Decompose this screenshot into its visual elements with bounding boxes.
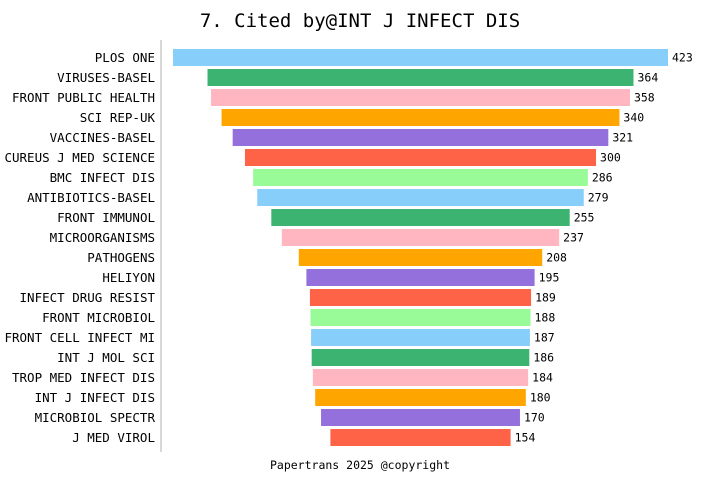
category-label: SCI REP-UK [80,110,156,125]
value-label: 364 [637,71,658,85]
category-label: FRONT CELL INFECT MI [4,330,155,345]
value-label: 180 [530,391,551,405]
value-label: 189 [535,291,556,305]
chart-title: 7. Cited by@INT J INFECT DIS [199,10,521,32]
bar [311,349,530,366]
category-label: FRONT IMMUNOL [57,210,155,225]
category-label: VACCINES-BASEL [50,130,155,145]
value-label: 188 [535,311,556,325]
value-label: 195 [539,271,560,285]
bar [306,269,535,286]
category-label: MICROBIOL SPECTR [35,410,156,425]
category-label: MICROORGANISMS [50,230,155,245]
bar [281,229,560,246]
bar [321,409,520,426]
category-label: TROP MED INFECT DIS [12,370,155,385]
value-label: 423 [672,51,693,65]
value-label: 208 [546,251,567,265]
bar [257,189,584,206]
bar [309,289,532,306]
value-label: 186 [533,351,554,365]
value-label: 184 [532,371,553,385]
bar [244,149,597,166]
value-label: 187 [534,331,555,345]
bar [173,49,668,66]
bar [315,389,526,406]
category-label: PATHOGENS [87,250,155,265]
bar [311,329,530,346]
bar [271,209,570,226]
bar [330,429,511,446]
bar [232,129,609,146]
value-label: 300 [600,151,621,165]
copyright-footer: Papertrans 2025 @copyright [269,458,450,472]
value-label: 286 [592,171,613,185]
category-label: J MED VIROL [72,430,155,445]
bar [312,369,529,386]
category-label: ANTIBIOTICS-BASEL [27,190,155,205]
category-label: INT J MOL SCI [57,350,155,365]
category-label: INT J INFECT DIS [35,390,155,405]
bar [211,89,630,106]
category-label: VIRUSES-BASEL [57,70,155,85]
category-label: FRONT PUBLIC HEALTH [12,90,155,105]
value-label: 321 [612,131,633,145]
value-label: 237 [563,231,584,245]
category-label: CUREUS J MED SCIENCE [4,150,155,165]
category-label: PLOS ONE [95,50,155,65]
bar [298,249,543,266]
category-label: INFECT DRUG RESIST [20,290,156,305]
value-label: 255 [574,211,595,225]
bar [221,109,620,126]
category-label: FRONT MICROBIOL [42,310,155,325]
bar [253,169,588,186]
bar [207,69,634,86]
value-label: 340 [623,111,644,125]
category-label: BMC INFECT DIS [50,170,155,185]
value-label: 154 [515,431,536,445]
value-label: 279 [588,191,609,205]
value-label: 358 [634,91,655,105]
value-label: 170 [524,411,545,425]
bar [310,309,531,326]
category-label: HELIYON [102,270,155,285]
